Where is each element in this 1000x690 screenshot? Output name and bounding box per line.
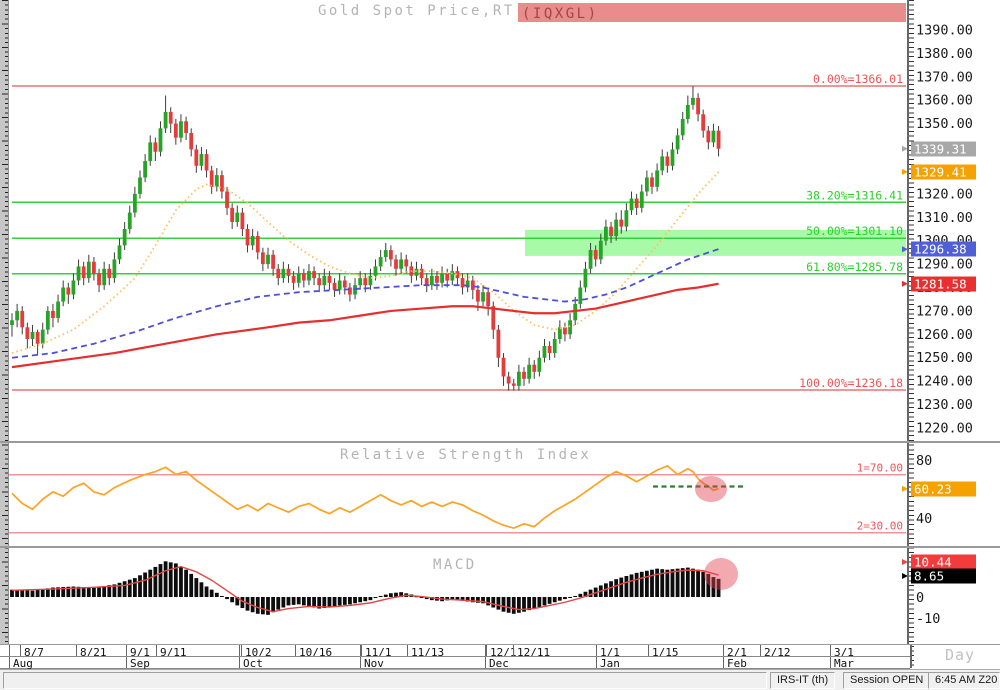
macd-axis-tick: -10 xyxy=(916,611,940,627)
date-label: 8/7 xyxy=(24,646,44,659)
panel-separator xyxy=(0,644,1000,645)
rsi-level-label: 1=70.00 xyxy=(857,462,903,475)
macd-signal-tag: 10.44 xyxy=(911,554,976,570)
price-axis-tick: 1270.00 xyxy=(916,303,973,319)
time-axis-tick xyxy=(361,645,362,656)
price-axis-ticks xyxy=(908,0,914,668)
date-label: 11/1 xyxy=(365,646,392,659)
status-session: Session OPEN xyxy=(843,672,931,689)
price-axis-tick: 1350.00 xyxy=(916,116,973,132)
chart-canvas[interactable]: 0.00%=1366.01 38.20%=1316.41 50.00%=1301.1… xyxy=(0,0,1000,668)
time-axis-tick xyxy=(241,645,242,656)
price-axis-tick: 1220.00 xyxy=(916,420,973,436)
month-label: Sep xyxy=(130,657,150,670)
time-axis-tick xyxy=(76,645,77,656)
symbol-highlight-bar[interactable]: (IQXGL) xyxy=(518,3,906,22)
interval-label: Day xyxy=(945,646,976,664)
date-label: 9/11 xyxy=(160,646,187,659)
price-axis-tick: 1240.00 xyxy=(916,374,973,390)
price-axis-tick: 1260.00 xyxy=(916,327,973,343)
price-axis-tick: 1230.00 xyxy=(916,397,973,413)
month-label: Feb xyxy=(727,657,747,670)
macd-value-tag: 8.65 xyxy=(911,568,976,584)
time-axis-tick xyxy=(513,645,514,656)
status-connection: IRS-IT (th) xyxy=(770,672,836,689)
month-label: Mar xyxy=(834,657,854,670)
panel-separator[interactable] xyxy=(0,441,1000,443)
status-clock: 6:45 AM Z20 xyxy=(928,672,1000,689)
price-axis-tick: 1370.00 xyxy=(916,69,973,85)
date-label: 9/1 xyxy=(130,646,150,659)
date-label: 12/1 xyxy=(490,646,517,659)
date-label: 1/15 xyxy=(652,646,679,659)
date-label: 12/11 xyxy=(517,646,551,659)
panel-separator[interactable] xyxy=(0,546,1000,548)
date-label: 11/13 xyxy=(411,646,445,659)
month-label: Dec xyxy=(489,657,509,670)
date-label: 2/1 xyxy=(727,646,747,659)
time-axis-tick xyxy=(760,645,761,656)
fib-label: 50.00%=1301.10 xyxy=(806,224,903,238)
interval-cell[interactable]: Day xyxy=(910,645,1000,668)
rsi-axis-tick: 80 xyxy=(916,453,932,469)
rsi-axis-tick: 40 xyxy=(916,511,932,527)
macd-panel-title: MACD xyxy=(433,557,477,573)
price-axis-tick: 1320.00 xyxy=(916,186,973,202)
time-axis-tick xyxy=(648,645,649,656)
main-chart-title: Gold Spot Price,RT xyxy=(318,3,515,19)
macd-axis-tick: 0 xyxy=(916,590,924,606)
time-axis-tick xyxy=(295,645,296,656)
ma-slow-price-tag: 1281.58 xyxy=(911,276,976,292)
fib-label: 38.20%=1316.41 xyxy=(806,188,903,202)
date-label: 1/1 xyxy=(600,646,620,659)
fib-label: 100.00%=1236.18 xyxy=(799,376,903,390)
fib-label: 0.00%=1366.01 xyxy=(813,72,903,86)
date-label: 8/21 xyxy=(80,646,107,659)
status-bar: IRS-IT (th) Session OPEN 6:45 AM Z20 xyxy=(0,669,1000,690)
price-axis-tick: 1360.00 xyxy=(916,93,973,109)
rsi-panel-title: Relative Strength Index xyxy=(340,447,592,463)
last-price-tag: 1339.31 xyxy=(911,141,976,157)
price-axis-tick: 1310.00 xyxy=(916,210,973,226)
date-label: 10/2 xyxy=(245,646,272,659)
time-axis-tick xyxy=(486,645,487,656)
month-label: Aug xyxy=(13,657,33,670)
time-axis-divider xyxy=(0,656,910,657)
month-label: Nov xyxy=(364,657,384,670)
date-label: 10/16 xyxy=(299,646,333,659)
status-message-area xyxy=(3,672,767,689)
price-axis-tick: 1380.00 xyxy=(916,46,973,62)
price-axis-border xyxy=(907,0,909,668)
time-axis-tick xyxy=(156,645,157,656)
month-label: Oct xyxy=(243,657,263,670)
time-axis-tick xyxy=(20,645,21,656)
ma-fast-price-tag: 1329.41 xyxy=(911,164,976,180)
price-axis-tick: 1290.00 xyxy=(916,257,973,273)
symbol-label: (IQXGL) xyxy=(522,6,599,22)
ma-medium-price-tag: 1296.38 xyxy=(911,241,976,257)
fib-label: 61.80%=1285.78 xyxy=(806,260,903,274)
date-label: 2/12 xyxy=(764,646,791,659)
rsi-value-tag: 60.23 xyxy=(911,481,976,497)
date-label: 3/1 xyxy=(834,646,854,659)
month-label: Jan xyxy=(600,657,620,670)
rsi-level-label: 2=30.00 xyxy=(857,520,903,533)
price-axis-tick: 1250.00 xyxy=(916,350,973,366)
time-axis[interactable]: 8/7 8/21 9/1 9/11 10/2 10/16 11/1 11/13 12/1 12/1… xyxy=(0,645,910,670)
price-axis-tick: 1390.00 xyxy=(916,23,973,39)
time-axis-tick xyxy=(407,645,408,656)
left-price-ruler xyxy=(0,0,9,668)
